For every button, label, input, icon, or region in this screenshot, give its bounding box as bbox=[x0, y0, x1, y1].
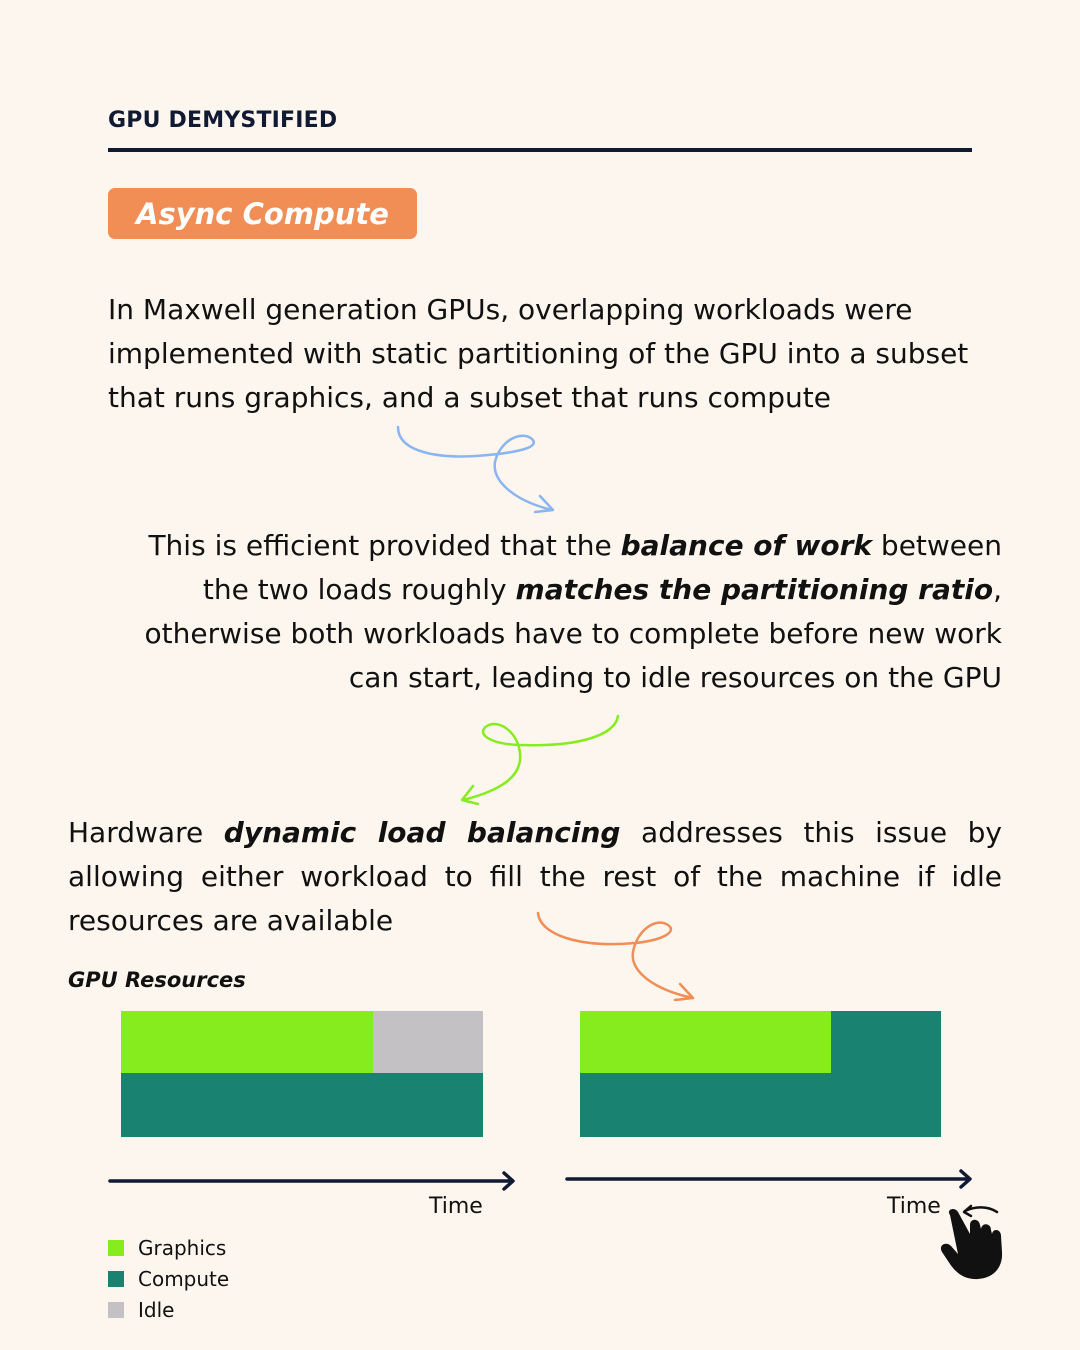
balance-text-3: , otherwise both workloads have to compl… bbox=[144, 573, 1002, 694]
time-axis-label-left: Time bbox=[429, 1194, 483, 1219]
balance-emphasis-1: balance of work bbox=[620, 529, 873, 562]
legend-swatch-compute bbox=[108, 1271, 124, 1287]
dynamic-compute-block bbox=[580, 1073, 941, 1137]
dynamic-compute-fill-block bbox=[831, 1011, 941, 1073]
dynamic-text-2: addresses this issue by allowing either … bbox=[68, 816, 1002, 937]
header-divider bbox=[108, 148, 972, 152]
static-graphics-block bbox=[121, 1011, 373, 1073]
legend-item-graphics: Graphics bbox=[108, 1236, 226, 1260]
legend-item-idle: Idle bbox=[108, 1298, 174, 1322]
curly-arrow-green-icon bbox=[460, 714, 620, 806]
time-axis-left bbox=[108, 1171, 515, 1191]
legend-label-compute: Compute bbox=[138, 1267, 230, 1291]
dynamic-emphasis: dynamic load balancing bbox=[223, 816, 621, 849]
gpu-resources-label: GPU Resources bbox=[68, 968, 246, 992]
static-compute-block bbox=[121, 1073, 483, 1137]
dynamic-graphics-block bbox=[580, 1011, 831, 1073]
hand-pointer-icon bbox=[940, 1204, 1003, 1280]
legend-swatch-idle bbox=[108, 1302, 124, 1318]
dynamic-balancing-paragraph: Hardware dynamic load balancing addresse… bbox=[68, 811, 1002, 943]
intro-paragraph: In Maxwell generation GPUs, overlapping … bbox=[108, 293, 969, 414]
balance-emphasis-2: matches the partitioning ratio bbox=[515, 573, 994, 606]
balance-text-1: This is efficient provided that the bbox=[148, 529, 621, 562]
balance-paragraph: This is efficient provided that the bala… bbox=[96, 524, 1002, 700]
dynamic-text-1: Hardware bbox=[68, 816, 224, 849]
brand-title: GPU DEMYSTIFIED bbox=[108, 108, 338, 133]
legend-label-idle: Idle bbox=[138, 1298, 175, 1322]
curly-arrow-orange-icon bbox=[536, 911, 695, 1002]
legend-item-compute: Compute bbox=[108, 1267, 229, 1291]
legend-label-graphics: Graphics bbox=[138, 1236, 227, 1260]
static-idle-block bbox=[373, 1011, 483, 1073]
balance-text-2: between the two loads roughly bbox=[202, 529, 1002, 606]
time-axis-label-right: Time bbox=[887, 1194, 941, 1219]
curly-arrow-blue-icon bbox=[396, 425, 555, 514]
topic-badge: Async Compute bbox=[108, 188, 417, 239]
topic-badge-label: Async Compute bbox=[136, 196, 389, 231]
time-axis-right bbox=[565, 1169, 972, 1189]
legend-swatch-graphics bbox=[108, 1240, 124, 1256]
